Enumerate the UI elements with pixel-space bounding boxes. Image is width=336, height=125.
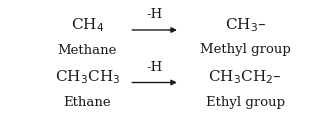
Text: -H: -H [146, 61, 163, 74]
Text: CH$_3$CH$_2$–: CH$_3$CH$_2$– [208, 69, 282, 86]
Text: Ethyl group: Ethyl group [206, 96, 285, 109]
Text: CH$_4$: CH$_4$ [71, 16, 104, 34]
Text: -H: -H [146, 8, 163, 22]
Text: CH$_3$CH$_3$: CH$_3$CH$_3$ [55, 69, 120, 86]
Text: Methane: Methane [58, 44, 117, 57]
Text: CH$_3$–: CH$_3$– [225, 16, 266, 34]
Text: Methyl group: Methyl group [200, 44, 291, 57]
Text: Ethane: Ethane [64, 96, 111, 109]
